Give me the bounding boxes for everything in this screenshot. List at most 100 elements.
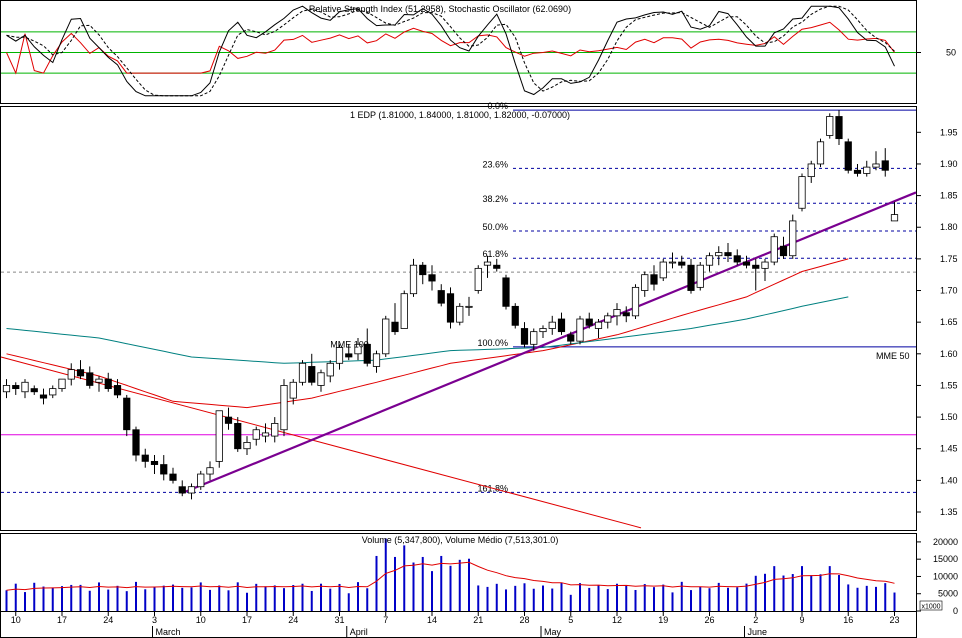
candle-body xyxy=(613,309,621,317)
candle-body xyxy=(335,347,344,364)
x-tick-label: 16 xyxy=(843,615,853,625)
x-tick-label: 19 xyxy=(658,615,668,625)
x-tick-label: 5 xyxy=(568,615,573,625)
price-tick-label: 1.40 xyxy=(940,475,958,485)
x-axis-band xyxy=(0,611,917,638)
candle-body xyxy=(631,286,640,317)
candle-body xyxy=(160,464,168,475)
stochastic-k-line xyxy=(6,5,895,97)
month-label: June xyxy=(748,627,768,637)
volume-tick-label: 0 xyxy=(953,606,958,616)
volume-tick-label: 5000 xyxy=(938,589,958,599)
mme100-line xyxy=(6,296,849,364)
candle-body xyxy=(372,353,381,367)
x-tick-label: 28 xyxy=(519,615,529,625)
candle-body xyxy=(474,267,482,291)
candle-body xyxy=(363,343,371,364)
candle-body xyxy=(271,423,279,437)
candle-body xyxy=(30,388,38,393)
candle-body xyxy=(243,442,251,450)
candle-body xyxy=(382,318,390,355)
candle-body xyxy=(650,274,658,285)
candle-body xyxy=(594,321,603,329)
candle-body xyxy=(76,369,85,377)
x-tick-label: 31 xyxy=(334,615,344,625)
x-tick-label: 26 xyxy=(704,615,714,625)
candle-body xyxy=(252,429,260,440)
candle-body xyxy=(197,473,205,488)
candle-body xyxy=(169,473,177,481)
x-tick-label: 21 xyxy=(473,615,483,625)
candle-body xyxy=(779,245,788,257)
candle-body xyxy=(604,315,612,323)
candle-body xyxy=(789,220,797,257)
candle-body xyxy=(58,378,66,390)
x-tick-label: 7 xyxy=(383,615,388,625)
volume-unit-label: x1000 xyxy=(921,604,940,611)
volume-tick-label: 15000 xyxy=(933,554,958,564)
fib-label-00: 0.0% xyxy=(487,101,508,111)
candle-body xyxy=(567,334,575,342)
candle-body xyxy=(409,264,418,295)
candle-body xyxy=(548,321,556,329)
candle-body xyxy=(187,486,196,494)
candle-body xyxy=(326,362,334,377)
candle-body xyxy=(659,261,667,279)
x-tick-label: 14 xyxy=(427,615,437,625)
candle-body xyxy=(530,331,538,345)
candle-body xyxy=(585,318,593,326)
candle-body xyxy=(715,252,723,257)
candle-body xyxy=(86,372,94,386)
candle-body xyxy=(770,236,778,263)
candle-body xyxy=(354,343,362,355)
x-tick-label: 12 xyxy=(612,615,622,625)
candle-body xyxy=(419,264,427,276)
candle-body xyxy=(493,264,501,269)
candle-body xyxy=(872,163,880,168)
candle-body xyxy=(178,486,186,494)
volume-average-line xyxy=(6,561,895,591)
candle-body xyxy=(853,169,862,174)
candle-body xyxy=(483,261,492,266)
candle-body xyxy=(502,277,510,307)
month-label: March xyxy=(156,627,181,637)
osc-tick-label: 50 xyxy=(946,48,956,58)
price-tick-label: 1.80 xyxy=(940,222,958,232)
price-tick-label: 1.95 xyxy=(940,127,958,137)
candle-body xyxy=(437,290,445,304)
price-tick-label: 1.70 xyxy=(940,286,958,296)
price-tick-label: 1.90 xyxy=(940,159,958,169)
stochastic-d-line xyxy=(6,5,895,97)
volume-panel xyxy=(0,533,917,612)
x-tick-label: 3 xyxy=(152,615,157,625)
x-tick-label: 24 xyxy=(288,615,298,625)
candle-body xyxy=(104,378,112,390)
fib-label-236: 23.6% xyxy=(482,159,508,169)
candle-body xyxy=(761,261,769,269)
candle-body xyxy=(890,214,899,222)
candle-body xyxy=(2,385,11,393)
volume-tick-label: 20000 xyxy=(933,537,958,547)
candle-body xyxy=(446,293,455,323)
x-tick-label: 10 xyxy=(196,615,206,625)
candle-body xyxy=(21,381,29,393)
fib-label-618: 61.8% xyxy=(482,249,508,259)
x-tick-label: 17 xyxy=(57,615,67,625)
candle-body xyxy=(317,372,325,386)
price-tick-label: 1.55 xyxy=(940,380,958,390)
price-tick-label: 1.85 xyxy=(940,191,958,201)
candle-body xyxy=(622,312,630,317)
price-tick-label: 1.65 xyxy=(940,317,958,327)
candle-body xyxy=(123,397,131,431)
candle-body xyxy=(807,163,815,178)
price-tick-label: 1.50 xyxy=(940,412,958,422)
volume-unit-box xyxy=(919,600,943,611)
candle-body xyxy=(49,388,57,396)
candle-body xyxy=(67,369,75,380)
candle-body xyxy=(215,410,223,462)
candle-body xyxy=(308,366,316,383)
candle-body xyxy=(557,318,566,333)
annotation-mme-50: MME 50 xyxy=(876,351,910,361)
candle-body xyxy=(234,423,242,450)
